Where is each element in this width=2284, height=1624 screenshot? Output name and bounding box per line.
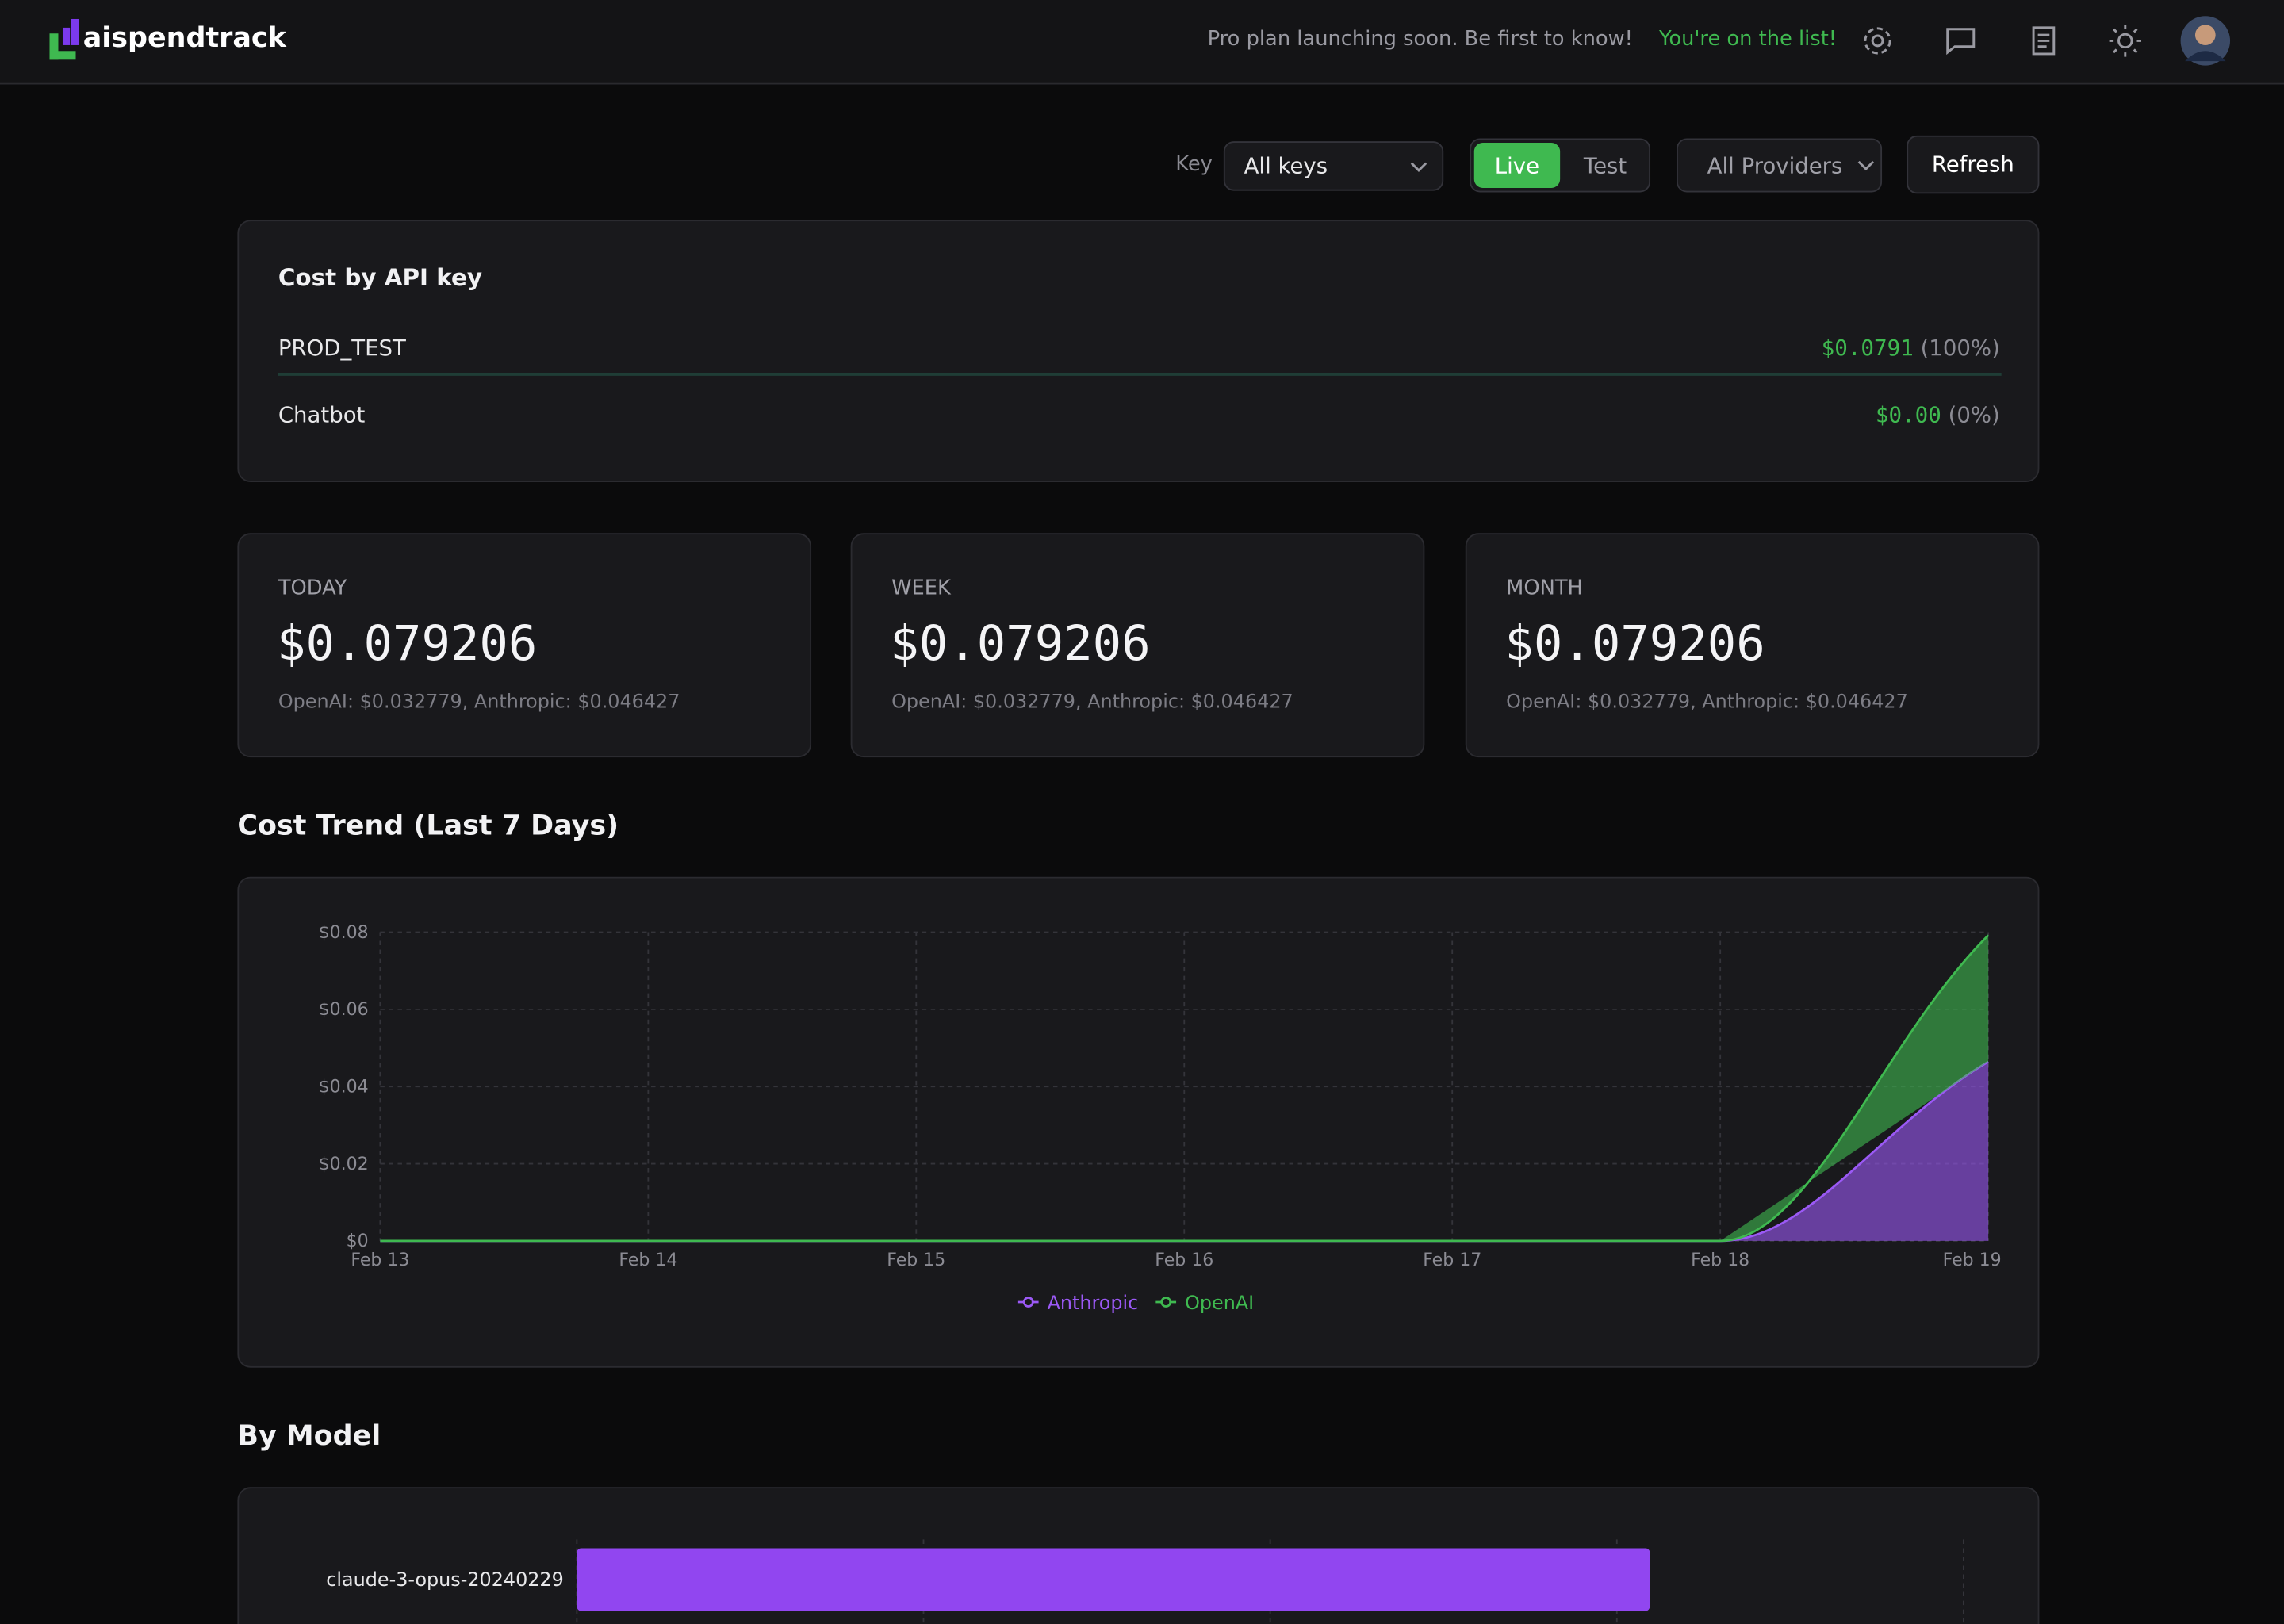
y-tick-label: $0.04	[319, 1078, 369, 1097]
x-tick-label: Feb 17	[1423, 1251, 1481, 1270]
feedback-icon[interactable]	[1943, 23, 1978, 58]
docs-icon[interactable]	[2026, 23, 2061, 58]
y-tick-label: $0.02	[319, 1155, 369, 1174]
key-share: (100%)	[1920, 335, 2000, 362]
x-tick-label: Feb 15	[887, 1251, 945, 1270]
mode-toggle: Live Test	[1470, 138, 1651, 193]
settings-icon[interactable]	[1861, 23, 1895, 58]
area	[380, 1061, 1989, 1241]
refresh-button[interactable]: Refresh	[1907, 135, 2040, 194]
stat-value: $0.079206	[276, 615, 538, 672]
provider-select-text: All Providers	[1707, 151, 1843, 179]
model-chart: claude-3-opus-20240229	[326, 1539, 1964, 1624]
stat-breakdown: OpenAI: $0.032779, Anthropic: $0.046427	[278, 691, 680, 714]
stat-value: $0.079206	[1504, 615, 1765, 672]
mode-live[interactable]: Live	[1473, 143, 1561, 188]
stat-label: TODAY	[278, 576, 347, 600]
stat-label: MONTH	[1506, 576, 1583, 600]
stat-breakdown: OpenAI: $0.032779, Anthropic: $0.046427	[891, 691, 1293, 714]
x-tick-label: Feb 18	[1691, 1251, 1749, 1270]
key-name: Chatbot	[278, 401, 366, 429]
avatar[interactable]	[2179, 14, 2232, 67]
section-title: By Model	[237, 1419, 381, 1453]
legend-marker-dot	[1160, 1297, 1172, 1308]
legend-label: OpenAI	[1185, 1292, 1254, 1314]
model-card: claude-3-opus-20240229	[237, 1487, 2040, 1624]
key-share: (0%)	[1948, 401, 2000, 429]
stat-value: $0.079206	[890, 615, 1151, 672]
key-cost-row: $0.00 (0%)	[1876, 402, 2000, 428]
stat-card: WEEK $0.079206 OpenAI: $0.032779, Anthropi…	[850, 533, 1425, 758]
stat-breakdown: OpenAI: $0.032779, Anthropic: $0.046427	[1506, 691, 1908, 714]
legend-label: Anthropic	[1048, 1292, 1139, 1314]
mode-test[interactable]: Test	[1583, 151, 1627, 179]
x-tick-label: Feb 13	[351, 1251, 409, 1270]
key-share-bar	[278, 373, 2002, 376]
logo-text: aispendtrack	[82, 21, 286, 54]
provider-select[interactable]: All Providers	[1677, 138, 1883, 193]
section-title: Cost Trend (Last 7 Days)	[237, 810, 619, 842]
stat-card: MONTH $0.079206 OpenAI: $0.032779, Anthrop…	[1465, 533, 2040, 758]
y-tick-label: $0.06	[319, 1000, 369, 1020]
area-line	[380, 934, 1990, 1243]
key-select-text: All keys	[1244, 152, 1328, 179]
key-select[interactable]: All keys	[1223, 141, 1444, 191]
stat-card: TODAY $0.079206 OpenAI: $0.032779, Anthrop…	[237, 533, 812, 758]
key-label: Key	[1175, 152, 1213, 177]
cost-by-key-card: Cost by API key PROD_TEST $0.0791 (100%)…	[237, 220, 2040, 482]
y-tick-label: $0	[347, 1231, 369, 1251]
key-cost: $0.00	[1875, 401, 1941, 429]
key-cost-row: $0.0791 (100%)	[1822, 335, 2000, 361]
x-tick-label: Feb 14	[619, 1251, 677, 1270]
key-cost: $0.0791	[1821, 335, 1914, 362]
status[interactable]: You're on the list!	[1659, 27, 1838, 52]
theme-icon[interactable]	[2108, 23, 2143, 58]
x-tick-label: Feb 19	[1943, 1251, 2002, 1270]
trend-chart: $0 $0.02 $0.04 $0.06 $0.08 Feb 13 Feb 14 Feb 15…	[319, 923, 2002, 1314]
header: aispendtrack Pro plan launching soon. Be…	[0, 0, 2284, 85]
key-name: PROD_TEST	[278, 335, 406, 362]
logo-icon	[49, 18, 79, 60]
trend-card: $0 $0.02 $0.04 $0.06 $0.08 Feb 13 Feb 14 Feb 15…	[237, 876, 2040, 1368]
x-tick-label: Feb 16	[1155, 1251, 1213, 1270]
stat-label: WEEK	[891, 576, 951, 600]
notice: Pro plan launching soon. Be first to kno…	[1207, 27, 1633, 52]
legend-marker-dot	[1022, 1297, 1034, 1308]
y-tick-label: $0.08	[319, 923, 369, 943]
y-tick-label: claude-3-opus-20240229	[326, 1568, 564, 1591]
card-title: Cost by API key	[278, 263, 483, 292]
bar	[577, 1548, 1650, 1611]
